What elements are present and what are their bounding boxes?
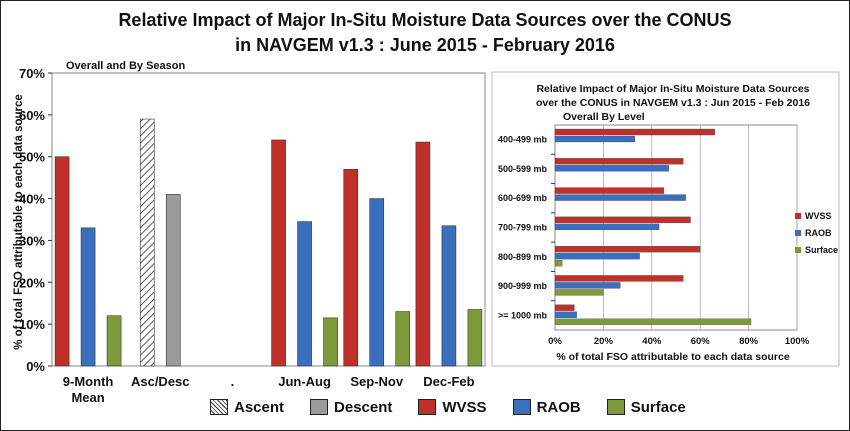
bar-raob-9-month-mean <box>80 227 96 367</box>
bar-surface-jun-aug <box>323 317 338 367</box>
right-legend-label-surface: Surface <box>805 244 839 255</box>
right-legend-label-wvss: WVSS <box>805 210 832 221</box>
bar-raob-dec-feb <box>441 225 457 367</box>
bar-wvss-9-month-mean <box>54 156 70 367</box>
left-x-tick-label-dec-feb: Dec-Feb <box>423 374 474 389</box>
bar-descent-asc-desc <box>165 194 181 367</box>
legend-label-ascent: Ascent <box>234 398 285 416</box>
left-x-tick-label-sep-nov: Sep-Nov <box>350 374 404 389</box>
right-legend-swatch-raob <box>795 229 801 236</box>
bar-ascent-asc-desc <box>139 118 155 367</box>
left-x-tick-label-jun-aug: Jun-Aug <box>278 374 331 389</box>
bar-wvss-sep-nov <box>343 168 359 367</box>
left-x-tick-label-9-month-mean: Mean <box>71 390 104 405</box>
left-x-tick-label-9-month-mean: 9-Month <box>63 374 114 389</box>
bar-wvss-dec-feb <box>415 141 431 367</box>
legend-swatch-wvss <box>418 399 437 415</box>
bar-raob-sep-nov <box>369 198 385 367</box>
left-y-tick-label: 0% <box>26 359 45 374</box>
left-x-tick-label-asc-desc: Asc/Desc <box>131 374 190 389</box>
legend-swatch-surface <box>606 399 625 415</box>
legend-label-descent: Descent <box>334 398 393 416</box>
legend-label-raob: RAOB <box>536 398 581 416</box>
left-chart-subtitle: Overall and By Season <box>66 60 185 72</box>
bar-raob-jun-aug <box>297 221 312 367</box>
right-legend-swatch-surface <box>795 246 801 253</box>
right-legend: WVSS RAOB Surface <box>795 207 838 258</box>
bar-surface-dec-feb <box>467 309 483 367</box>
left-y-tick-label: 60% <box>19 108 45 123</box>
legend-item-raob: RAOB <box>512 398 581 416</box>
left-x-tick-label-dot: . <box>231 374 235 389</box>
bar-surface-sep-nov <box>395 311 411 367</box>
right-legend-item-raob: RAOB <box>795 224 838 241</box>
left-y-tick-label: 30% <box>19 233 45 248</box>
left-plot-area <box>51 72 486 367</box>
legend-item-wvss: WVSS <box>418 398 487 416</box>
left-y-tick-label: 50% <box>19 150 45 165</box>
left-y-tick-label: 70% <box>19 66 45 81</box>
right-legend-swatch-wvss <box>795 212 801 219</box>
legend-item-descent: Descent <box>310 399 392 416</box>
legend-swatch-descent <box>310 399 329 415</box>
right-legend-label-raob: RAOB <box>805 227 832 238</box>
bar-surface-9-month-mean <box>106 315 122 367</box>
legend-item-surface: Surface <box>606 398 686 416</box>
main-title-line1: Relative Impact of Major In-Situ Moistur… <box>118 10 732 30</box>
legend-label-wvss: WVSS <box>442 398 487 416</box>
left-y-tick-label: 20% <box>19 275 45 290</box>
left-y-axis-label: % of total FSO attributable to each data… <box>13 94 25 350</box>
legend-item-ascent: Ascent <box>210 399 284 416</box>
main-legend: Ascent Descent WVSS RAOB Surface <box>210 396 686 418</box>
left-y-tick-label: 10% <box>19 317 45 332</box>
main-title-line2: in NAVGEM v1.3 : June 2015 - February 20… <box>235 35 615 55</box>
main-title: Relative Impact of Major In-Situ Moistur… <box>0 8 850 58</box>
bar-wvss-jun-aug <box>271 139 286 367</box>
legend-swatch-raob <box>512 399 531 415</box>
legend-label-surface: Surface <box>630 398 686 416</box>
right-legend-item-surface: Surface <box>795 241 838 258</box>
left-y-tick-label: 40% <box>19 192 45 207</box>
legend-swatch-ascent <box>210 399 228 415</box>
right-legend-item-wvss: WVSS <box>795 207 838 224</box>
